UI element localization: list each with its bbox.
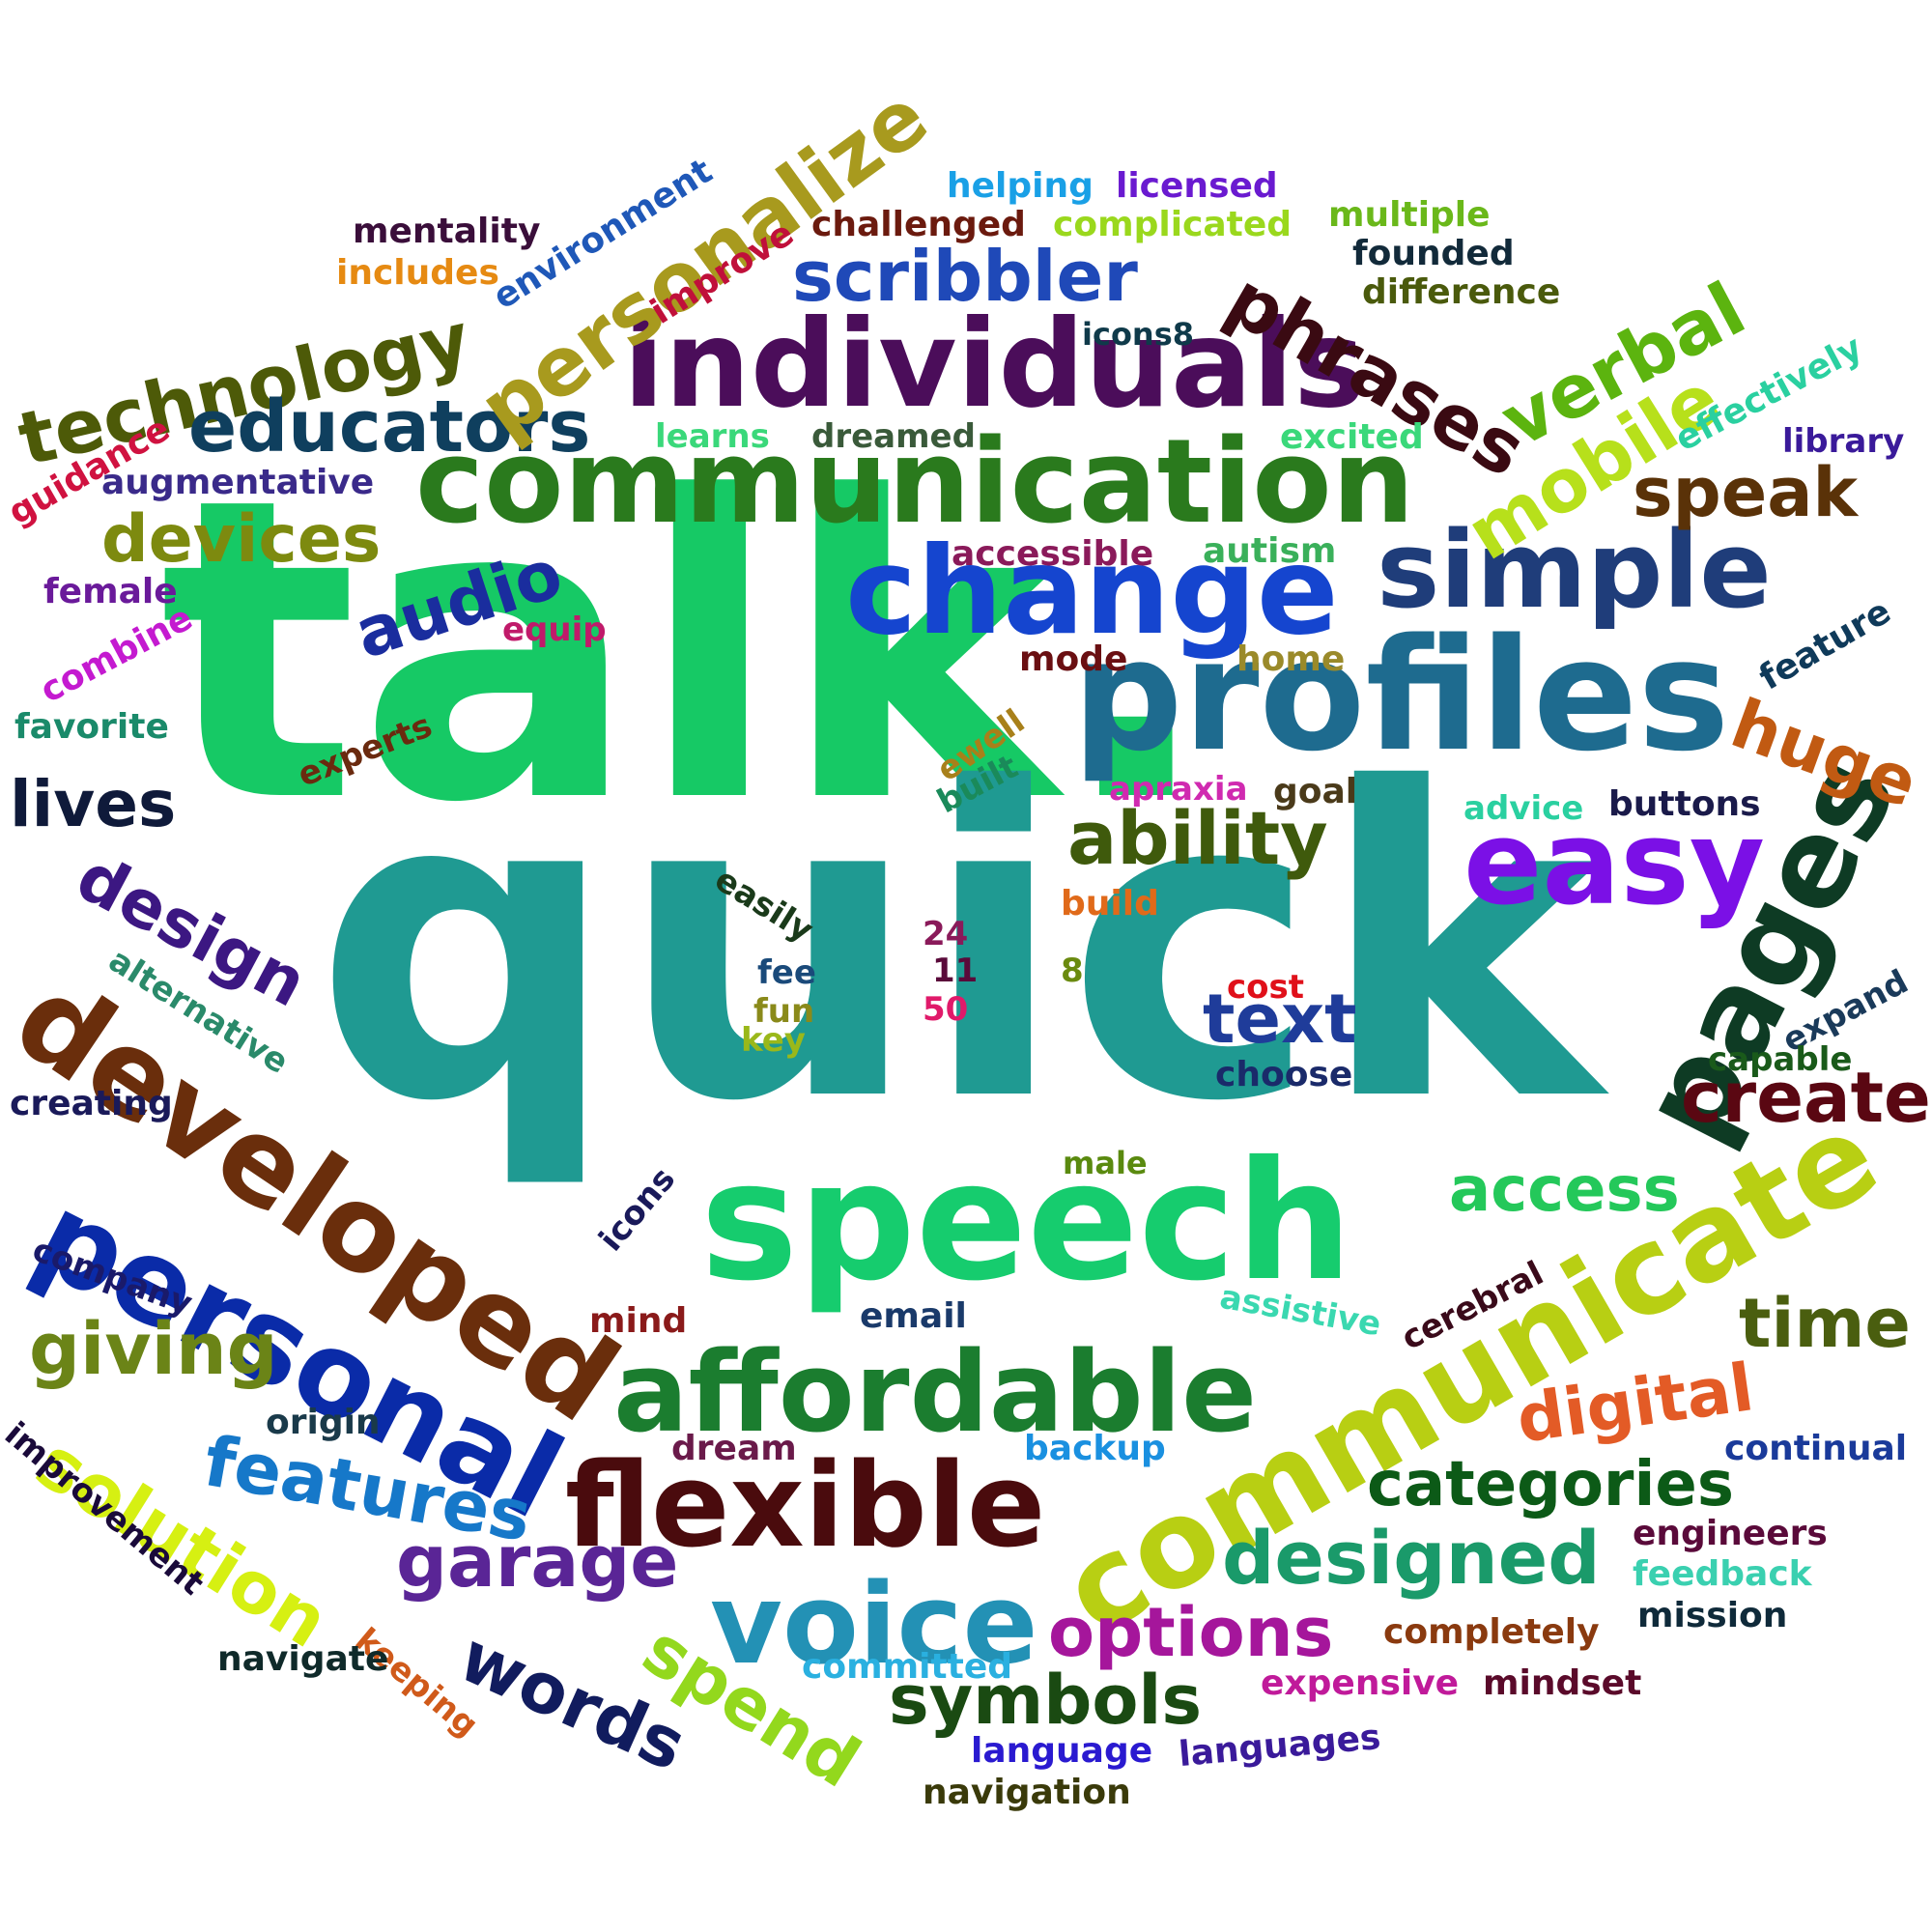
word-continual: continual	[1724, 1429, 1908, 1468]
word-simple: simple	[1377, 508, 1772, 632]
word-dreamed: dreamed	[811, 417, 976, 456]
word-complicated: complicated	[1053, 205, 1293, 244]
word-quick: quick	[314, 699, 1602, 1194]
word-dream: dream	[671, 1429, 797, 1468]
word-mind: mind	[589, 1301, 688, 1341]
word-feature: feature	[1752, 591, 1898, 698]
word-origin: origin	[266, 1403, 381, 1442]
word-choose: choose	[1215, 1055, 1353, 1094]
word-change: change	[845, 522, 1339, 662]
word-difference: difference	[1362, 272, 1561, 312]
word-profiles: profiles	[1072, 605, 1730, 785]
word-feedback: feedback	[1633, 1554, 1812, 1594]
word-navigate: navigate	[217, 1639, 389, 1679]
word-11: 11	[932, 952, 979, 990]
word-learns: learns	[655, 417, 770, 456]
word-founded: founded	[1352, 234, 1515, 273]
word-autism: autism	[1203, 531, 1337, 571]
word-key: key	[741, 1021, 806, 1060]
word-email: email	[860, 1296, 967, 1336]
word-augmentative: augmentative	[101, 463, 375, 502]
word-navigation: navigation	[923, 1773, 1131, 1812]
word-committed: committed	[802, 1647, 1013, 1687]
word-favorite: favorite	[14, 707, 169, 747]
word-mode: mode	[1019, 639, 1128, 679]
word-50: 50	[923, 990, 969, 1029]
word-expensive: expensive	[1261, 1663, 1460, 1703]
word-creating: creating	[10, 1084, 173, 1123]
word-talk: talk.	[159, 411, 1215, 894]
word-time: time	[1739, 1284, 1911, 1363]
word-fun: fun	[753, 992, 815, 1031]
word-mentality: mentality	[353, 212, 541, 251]
word-apraxia: apraxia	[1109, 770, 1248, 809]
word-24: 24	[923, 915, 969, 953]
word-includes: includes	[336, 253, 499, 293]
word-lives: lives	[10, 767, 177, 841]
word-text: text	[1203, 980, 1357, 1059]
word-educators: educators	[188, 385, 591, 469]
word-home: home	[1236, 639, 1346, 679]
word-icons8: icons8	[1082, 316, 1195, 353]
word-helping: helping	[947, 166, 1094, 206]
word-options: options	[1048, 1593, 1334, 1672]
word-female: female	[43, 572, 178, 611]
word-easy: easy	[1463, 797, 1766, 931]
word-communication: communication	[415, 415, 1415, 550]
word-individuals: individuals	[623, 295, 1366, 435]
word-giving: giving	[29, 1308, 278, 1391]
word-mission: mission	[1637, 1596, 1788, 1635]
word-access: access	[1449, 1154, 1680, 1226]
word-buttons: buttons	[1608, 784, 1761, 824]
word-licensed: licensed	[1116, 166, 1278, 206]
word-devices: devices	[101, 501, 382, 578]
word-build: build	[1061, 884, 1159, 923]
word-backup: backup	[1024, 1429, 1166, 1468]
word-cost: cost	[1227, 968, 1305, 1007]
word-completely: completely	[1383, 1612, 1600, 1652]
word-advice: advice	[1463, 789, 1584, 828]
word-challenged: challenged	[811, 205, 1026, 244]
word-engineers: engineers	[1633, 1514, 1828, 1553]
word-symbols: symbols	[889, 1661, 1203, 1740]
word-equip: equip	[502, 611, 607, 649]
word-language: language	[971, 1731, 1153, 1771]
word-speech: speech	[700, 1126, 1353, 1318]
word-excited: excited	[1280, 417, 1424, 457]
word-scribbler: scribbler	[792, 236, 1138, 317]
word-voice: voice	[710, 1560, 1038, 1690]
word-goal: goal	[1273, 772, 1358, 811]
word-8: 8	[1061, 952, 1084, 990]
word-categories: categories	[1367, 1449, 1734, 1520]
word-accessible: accessible	[952, 534, 1154, 574]
word-speak: speak	[1633, 453, 1859, 532]
word-mindset: mindset	[1483, 1663, 1642, 1703]
word-multiple: multiple	[1328, 195, 1491, 235]
word-flexible: flexible	[565, 1439, 1046, 1574]
word-fee: fee	[757, 953, 816, 992]
word-create: create	[1681, 1057, 1931, 1138]
word-library: library	[1782, 422, 1905, 461]
word-languages: languages	[1177, 1717, 1382, 1776]
word-affordable: affordable	[613, 1328, 1258, 1458]
word-capable: capable	[1708, 1040, 1853, 1079]
word-designed: designed	[1222, 1515, 1601, 1601]
word-ability: ability	[1067, 795, 1328, 881]
word-male: male	[1063, 1145, 1148, 1181]
word-garage: garage	[396, 1520, 679, 1604]
